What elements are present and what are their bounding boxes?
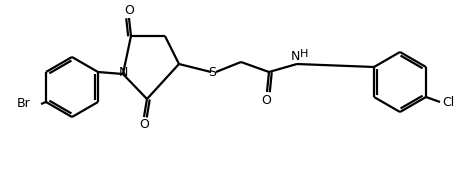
Text: N: N xyxy=(118,66,128,80)
Text: S: S xyxy=(208,66,216,80)
Text: O: O xyxy=(260,94,270,108)
Text: N: N xyxy=(290,50,299,64)
Text: Br: Br xyxy=(16,98,30,110)
Text: O: O xyxy=(124,3,134,17)
Text: O: O xyxy=(139,118,149,132)
Text: Cl: Cl xyxy=(441,96,453,110)
Text: H: H xyxy=(299,49,307,59)
